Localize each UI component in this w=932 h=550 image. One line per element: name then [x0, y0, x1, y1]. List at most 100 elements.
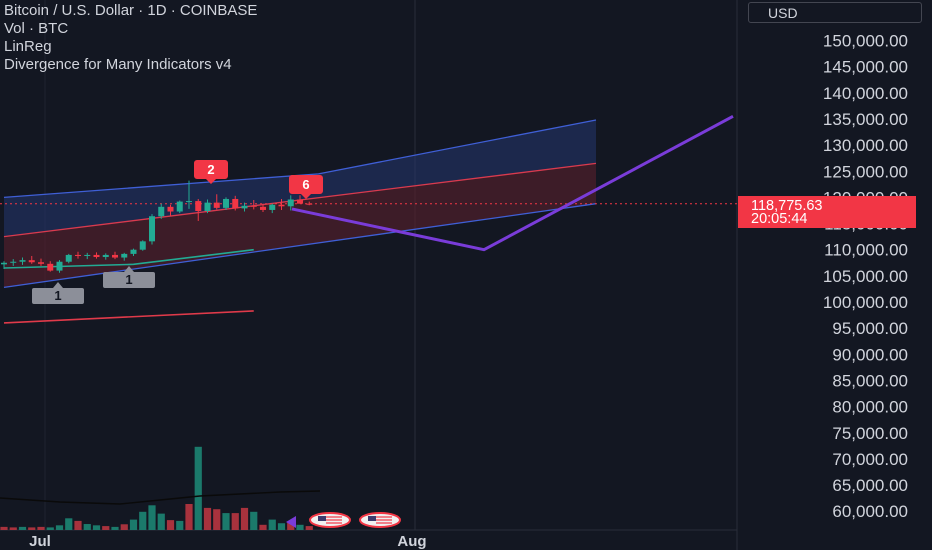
volume-bar	[250, 511, 258, 530]
volume-bar	[83, 524, 91, 530]
volume-bar	[28, 527, 36, 530]
volume-bar	[287, 522, 295, 530]
price-axis-label: 145,000.00	[823, 58, 908, 77]
volume-bar	[37, 526, 45, 530]
volume-bar	[92, 525, 101, 530]
candle-body	[176, 201, 183, 212]
volume-bar	[65, 518, 73, 530]
bearish-divergence-marker-2-shape	[194, 160, 228, 184]
candle-body	[223, 198, 229, 208]
bearish-divergence-marker-2: 2	[194, 160, 228, 184]
volume-bar	[194, 446, 202, 530]
bar-countdown: 20:05:44	[751, 211, 808, 227]
volume-bar	[213, 509, 221, 530]
event-arrow-icon	[286, 516, 296, 528]
volume-bar	[240, 507, 249, 530]
candle-body	[19, 260, 26, 262]
symbol-title[interactable]: Bitcoin / U.S. Dollar · 1D · COINBASE	[4, 2, 258, 19]
candle-body	[139, 241, 146, 250]
volume-bar	[231, 513, 239, 530]
candle-body	[102, 254, 109, 258]
candle-body	[204, 202, 211, 211]
price-axis-label: 140,000.00	[823, 84, 908, 103]
volume-bar	[176, 520, 184, 530]
volume-bar	[185, 504, 193, 530]
bullish-divergence-marker-1b-shape	[103, 266, 155, 288]
candle-body	[186, 201, 192, 203]
green-ma-line	[3, 248, 254, 269]
candle-body	[93, 254, 100, 258]
candle-body	[269, 204, 276, 210]
volume-bar	[305, 526, 313, 530]
price-axis-label: 75,000.00	[832, 424, 908, 443]
volume-bar	[18, 526, 27, 530]
candle-body	[241, 205, 248, 209]
price-axis-label: 80,000.00	[832, 398, 908, 417]
candle-body	[195, 201, 202, 211]
bullish-divergence-marker-1b: 1	[103, 266, 155, 288]
bullish-divergence-marker-1b-label: 1	[125, 272, 132, 287]
us-flag-canton	[318, 516, 326, 521]
us-event-flag-icon[interactable]	[309, 512, 351, 528]
price-axis-label: 125,000.00	[823, 162, 908, 181]
bullish-divergence-marker-1a-shape	[32, 282, 84, 304]
candle-body	[10, 261, 17, 263]
currency-button[interactable]: USD	[748, 2, 922, 23]
candle-body	[65, 254, 72, 262]
volume-bar	[120, 524, 128, 530]
price-axis-label: 65,000.00	[832, 476, 908, 495]
candle-body	[232, 198, 239, 209]
volume-bar	[139, 511, 147, 530]
us-flag-canton	[368, 516, 376, 521]
candle-body	[149, 216, 155, 242]
bearish-divergence-marker-6-shape	[289, 175, 323, 199]
candle-body	[56, 261, 63, 271]
chart-legend: Bitcoin / U.S. Dollar · 1D · COINBASE Vo…	[4, 2, 257, 74]
candle-body	[260, 206, 266, 210]
price-axis-label: 95,000.00	[832, 319, 908, 338]
volume-bar	[259, 524, 267, 530]
price-axis-label: 105,000.00	[823, 267, 908, 286]
us-event-flag-icon[interactable]	[359, 512, 401, 528]
candle-body	[38, 262, 44, 264]
volume-ma-line	[0, 490, 321, 505]
bearish-divergence-marker-6-label: 6	[302, 177, 309, 192]
channel-upper-line	[3, 119, 597, 199]
price-axis-label: 130,000.00	[823, 136, 908, 155]
price-axis-label: 100,000.00	[823, 293, 908, 312]
candle-body	[297, 199, 303, 204]
candle-body	[213, 202, 220, 208]
candle-body	[167, 206, 174, 212]
volume-bar	[46, 527, 54, 530]
bullish-divergence-marker-1a: 1	[32, 282, 84, 304]
price-axis-label: 110,000.00	[824, 241, 908, 260]
price-axis-label: 90,000.00	[832, 345, 908, 364]
bearish-divergence-marker-6: 6	[289, 175, 323, 199]
volume-bar	[296, 524, 304, 530]
candle-body	[306, 203, 313, 205]
bearish-divergence-marker-2-label: 2	[207, 162, 214, 177]
time-axis-label: Aug	[397, 533, 426, 550]
divergence-indicator-label[interactable]: Divergence for Many Indicators v4	[4, 56, 232, 73]
volume-bar	[111, 526, 119, 530]
volume-bar	[277, 523, 286, 530]
candle-body	[1, 262, 7, 265]
candle-body	[287, 199, 294, 207]
price-axis-label: 135,000.00	[823, 110, 908, 129]
volume-indicator-label[interactable]: Vol · BTC	[4, 20, 69, 37]
candle-body	[112, 254, 118, 258]
volume-bar	[268, 519, 276, 530]
volume-bar	[55, 525, 64, 530]
price-axis-label: 70,000.00	[832, 450, 908, 469]
volume-bar	[157, 513, 165, 530]
volume-bar	[129, 519, 138, 530]
volume-bar	[0, 526, 8, 530]
last-price-tag: 118,775.63 20:05:44	[738, 196, 916, 228]
candle-body	[158, 206, 165, 217]
volume-bar	[148, 505, 156, 530]
channel-lower-fill	[4, 163, 596, 288]
candle-body	[84, 254, 91, 256]
linreg-indicator-label[interactable]: LinReg	[4, 38, 52, 55]
price-axis-label: 85,000.00	[832, 371, 908, 390]
